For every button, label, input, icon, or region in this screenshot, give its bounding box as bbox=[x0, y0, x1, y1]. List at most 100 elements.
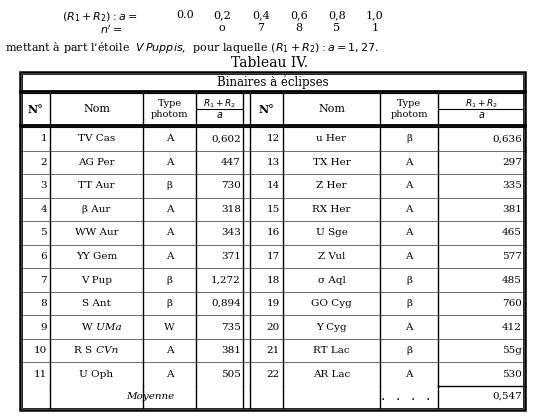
Text: 55g: 55g bbox=[502, 346, 522, 355]
Text: β Aur: β Aur bbox=[82, 205, 111, 214]
Text: R S: R S bbox=[75, 346, 94, 355]
Text: 15: 15 bbox=[267, 205, 280, 214]
Text: 530: 530 bbox=[502, 370, 522, 379]
Text: 7: 7 bbox=[258, 23, 265, 33]
Text: AR Lac: AR Lac bbox=[313, 370, 350, 379]
Text: TT Aur: TT Aur bbox=[78, 181, 115, 190]
Text: $R_1+R_2$: $R_1+R_2$ bbox=[203, 98, 236, 110]
Text: 8: 8 bbox=[40, 299, 47, 308]
Text: A: A bbox=[405, 205, 413, 214]
Text: 0,2: 0,2 bbox=[213, 10, 231, 20]
Text: 21: 21 bbox=[267, 346, 280, 355]
Text: 0,547: 0,547 bbox=[492, 391, 522, 401]
Text: W: W bbox=[82, 323, 94, 331]
Text: A: A bbox=[405, 370, 413, 379]
Text: β: β bbox=[406, 299, 412, 308]
Text: .: . bbox=[411, 389, 415, 403]
Text: 465: 465 bbox=[502, 228, 522, 238]
Text: .: . bbox=[396, 389, 400, 403]
Text: 5: 5 bbox=[333, 23, 341, 33]
Text: 6: 6 bbox=[40, 252, 47, 261]
Text: A: A bbox=[405, 181, 413, 190]
Text: 735: 735 bbox=[221, 323, 241, 331]
Text: β: β bbox=[406, 134, 412, 143]
Text: β: β bbox=[166, 299, 172, 308]
Text: $a$: $a$ bbox=[216, 110, 223, 120]
Text: 14: 14 bbox=[267, 181, 280, 190]
Text: 485: 485 bbox=[502, 276, 522, 285]
Text: 22: 22 bbox=[267, 370, 280, 379]
Text: $n^{\prime} =$: $n^{\prime} =$ bbox=[100, 23, 122, 36]
Text: 343: 343 bbox=[221, 228, 241, 238]
Text: A: A bbox=[166, 252, 173, 261]
Text: 16: 16 bbox=[267, 228, 280, 238]
Text: 730: 730 bbox=[221, 181, 241, 190]
Text: Binaires à éclipses: Binaires à éclipses bbox=[217, 76, 328, 89]
Text: 4: 4 bbox=[40, 205, 47, 214]
Text: 335: 335 bbox=[502, 181, 522, 190]
Bar bbox=[22, 74, 523, 408]
Text: Z Vul: Z Vul bbox=[318, 252, 345, 261]
Text: σ Aql: σ Aql bbox=[318, 276, 346, 285]
Text: WW Aur: WW Aur bbox=[75, 228, 118, 238]
Text: .: . bbox=[381, 389, 385, 403]
Text: A: A bbox=[166, 346, 173, 355]
Text: 19: 19 bbox=[267, 299, 280, 308]
Text: A: A bbox=[166, 228, 173, 238]
Text: $(R_1+R_2): a =$: $(R_1+R_2): a =$ bbox=[62, 10, 138, 23]
Text: β: β bbox=[166, 276, 172, 285]
Bar bbox=[20, 72, 525, 410]
Text: Nom: Nom bbox=[83, 104, 110, 114]
Text: 577: 577 bbox=[502, 252, 522, 261]
Text: A: A bbox=[405, 158, 413, 167]
Text: 18: 18 bbox=[267, 276, 280, 285]
Text: $a$: $a$ bbox=[478, 110, 485, 120]
Text: UMa: UMa bbox=[94, 323, 122, 331]
Text: 0,8: 0,8 bbox=[328, 10, 346, 20]
Text: CVn: CVn bbox=[94, 346, 119, 355]
Text: U Sge: U Sge bbox=[315, 228, 347, 238]
Text: 1,272: 1,272 bbox=[211, 276, 241, 285]
Text: u Her: u Her bbox=[316, 134, 347, 143]
Text: 9: 9 bbox=[40, 323, 47, 331]
Text: V Pup: V Pup bbox=[81, 276, 112, 285]
Text: TV Cas: TV Cas bbox=[78, 134, 115, 143]
Text: 412: 412 bbox=[502, 323, 522, 331]
Text: 0,636: 0,636 bbox=[492, 134, 522, 143]
Text: A: A bbox=[405, 228, 413, 238]
Text: 17: 17 bbox=[267, 252, 280, 261]
Text: 1: 1 bbox=[372, 23, 379, 33]
Text: A: A bbox=[405, 252, 413, 261]
Text: 0,6: 0,6 bbox=[290, 10, 308, 20]
Text: A: A bbox=[166, 205, 173, 214]
Text: W: W bbox=[164, 323, 175, 331]
Text: 1: 1 bbox=[40, 134, 47, 143]
Text: 10: 10 bbox=[33, 346, 47, 355]
Text: N°: N° bbox=[259, 103, 274, 114]
Text: 371: 371 bbox=[221, 252, 241, 261]
Text: 0.0: 0.0 bbox=[176, 10, 194, 20]
Text: 0,894: 0,894 bbox=[211, 299, 241, 308]
Text: YY Gem: YY Gem bbox=[76, 252, 117, 261]
Text: Y Cyg: Y Cyg bbox=[316, 323, 347, 331]
Text: Type
photom: Type photom bbox=[390, 99, 428, 119]
Text: Moyenne: Moyenne bbox=[126, 391, 174, 401]
Text: U Oph: U Oph bbox=[79, 370, 113, 379]
Text: S Ant: S Ant bbox=[82, 299, 111, 308]
Text: 381: 381 bbox=[221, 346, 241, 355]
Text: 1,0: 1,0 bbox=[366, 10, 384, 20]
Text: 447: 447 bbox=[221, 158, 241, 167]
Text: 3: 3 bbox=[40, 181, 47, 190]
Text: 20: 20 bbox=[267, 323, 280, 331]
Text: GO Cyg: GO Cyg bbox=[311, 299, 352, 308]
Text: β: β bbox=[406, 346, 412, 355]
Text: A: A bbox=[405, 323, 413, 331]
Text: A: A bbox=[166, 134, 173, 143]
Text: Type
photom: Type photom bbox=[151, 99, 188, 119]
Text: TX Her: TX Her bbox=[313, 158, 350, 167]
Text: RT Lac: RT Lac bbox=[313, 346, 350, 355]
Text: 5: 5 bbox=[40, 228, 47, 238]
Text: RX Her: RX Her bbox=[312, 205, 351, 214]
Text: 0,4: 0,4 bbox=[252, 10, 270, 20]
Text: mettant à part l’étoile  $V\,Puppis$,  pour laquelle $(R_1+R_2): a = 1,27$.: mettant à part l’étoile $V\,Puppis$, pou… bbox=[5, 40, 379, 55]
